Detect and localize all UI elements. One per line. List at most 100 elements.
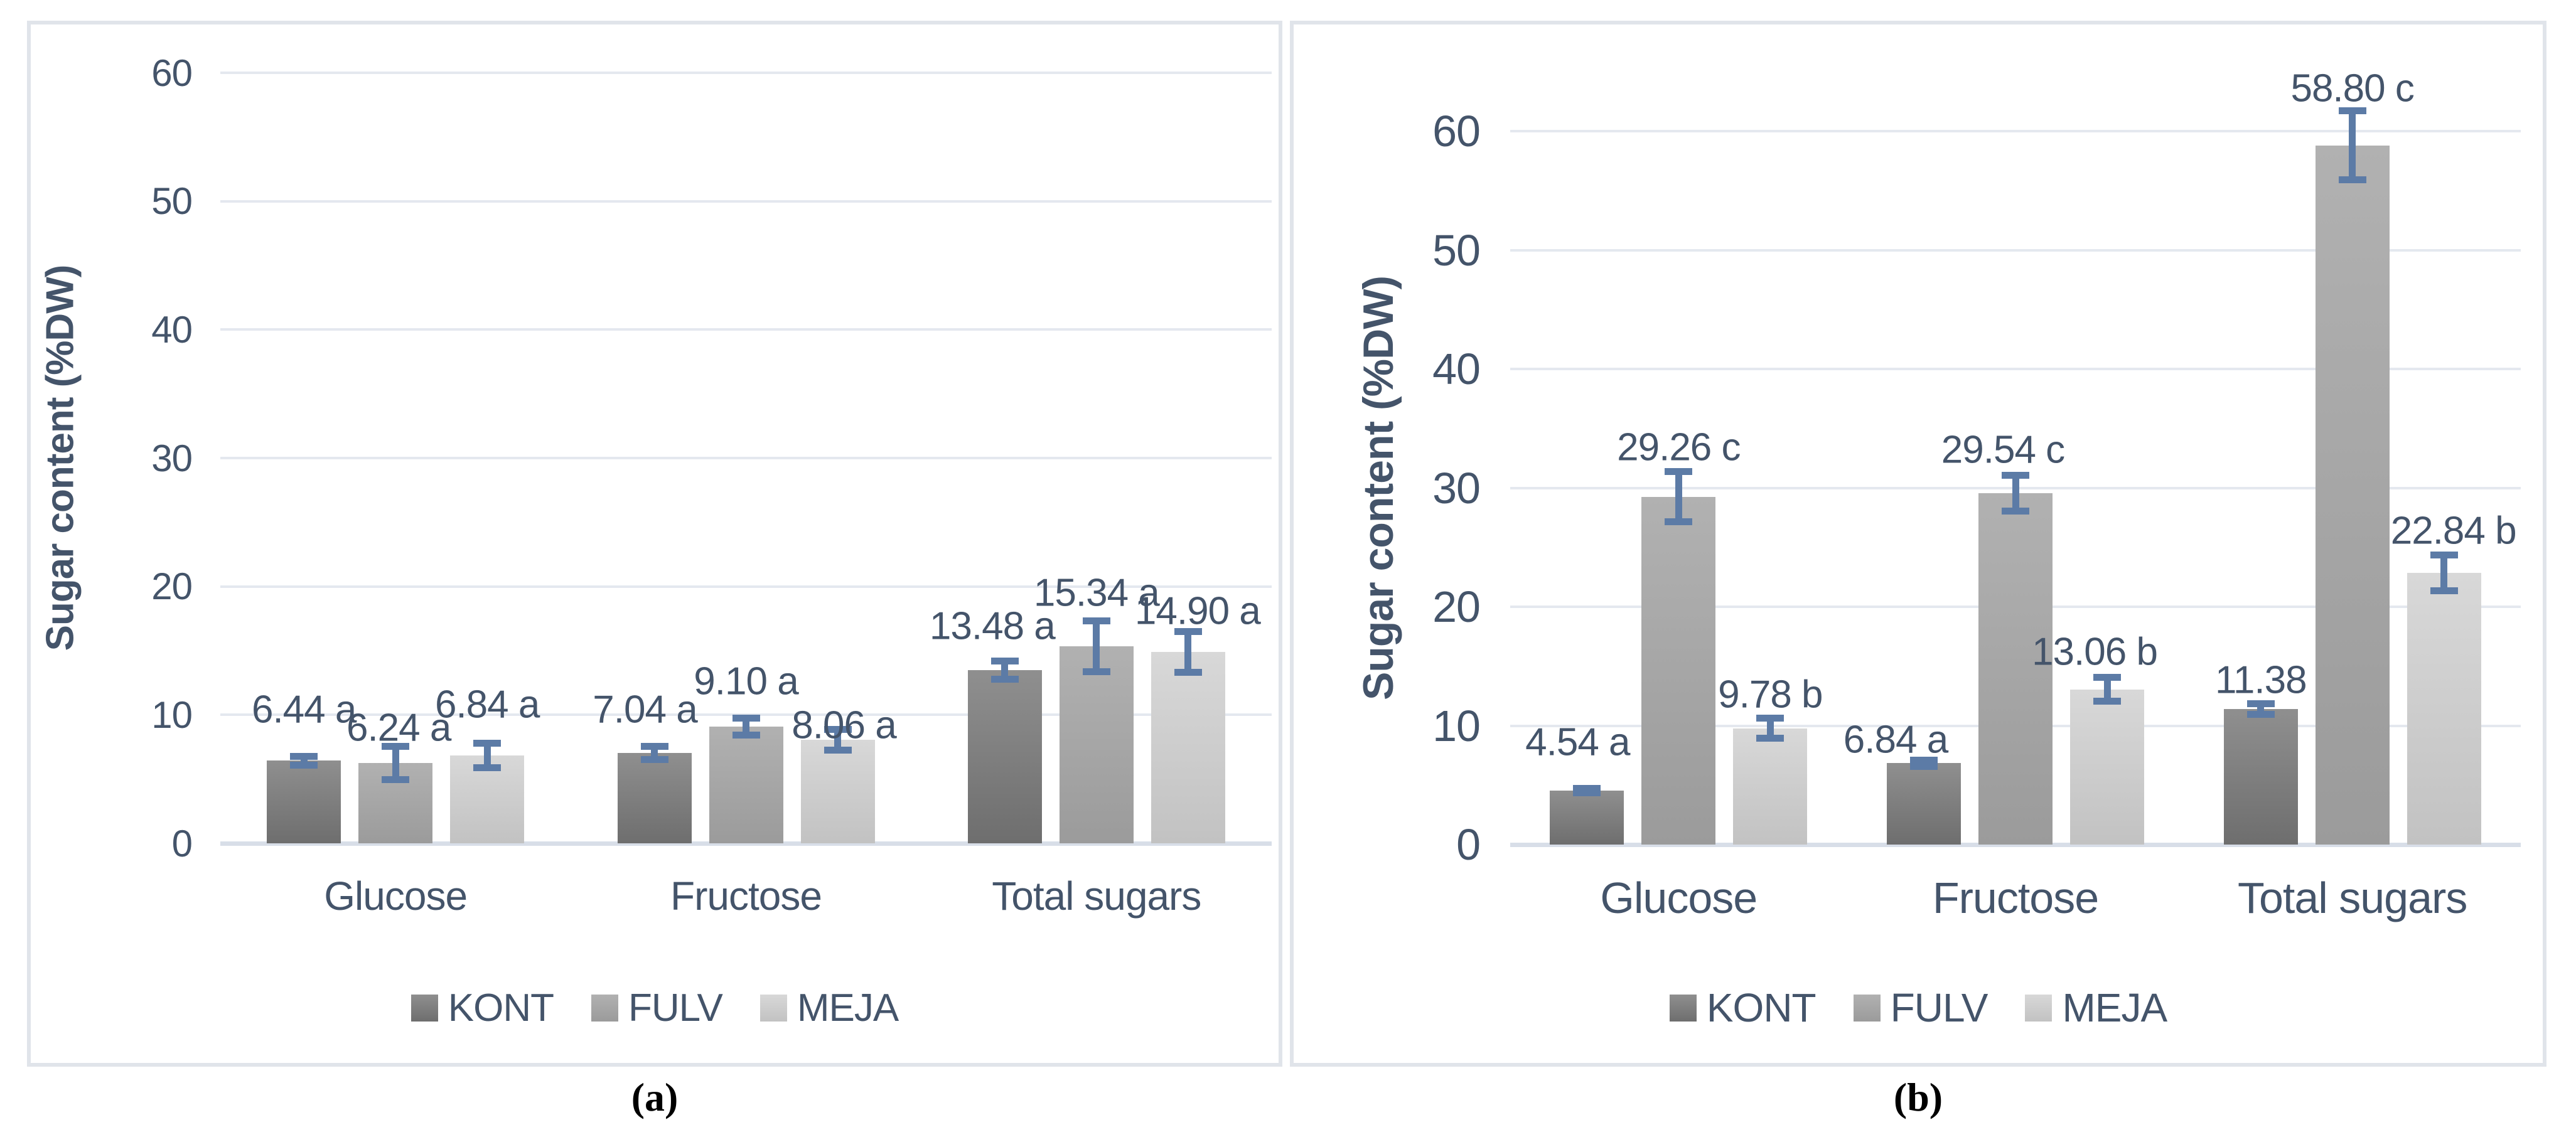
- x-category-total-sugars: Total sugars: [2237, 873, 2467, 922]
- bar-fulv-fructose: [1978, 493, 2053, 845]
- bar-kont-fructose: [1887, 763, 1961, 845]
- data-label: 6.24 a: [346, 706, 451, 750]
- error-bar-cap-bottom: [382, 776, 410, 784]
- chart-panel-a: Sugar content (%DW) 0 10 20 30 40 50 60 Glucose 6…: [27, 21, 1282, 1067]
- bar-fulv-fructose: [709, 726, 783, 843]
- gridline-60: [220, 72, 1272, 74]
- gridline-30: [220, 457, 1272, 459]
- error-bar-line: [300, 756, 308, 766]
- x-axis-line: [1510, 843, 2521, 847]
- error-bar-cap-bottom: [1665, 518, 1693, 525]
- data-label: 58.80 c: [2290, 67, 2414, 110]
- data-label: 29.26 c: [1617, 425, 1741, 469]
- error-bar-cap-bottom: [824, 746, 852, 754]
- error-bar-line: [1675, 471, 1682, 522]
- error-bar-cap-bottom: [2093, 697, 2121, 705]
- error-bar-cap-top: [2093, 674, 2121, 681]
- legend-swatch-meja: [2025, 994, 2053, 1022]
- error-bar-cap-top: [1665, 468, 1693, 476]
- error-bar-cap-bottom: [1756, 735, 1784, 742]
- bar-kont-glucose: [1550, 790, 1624, 845]
- legend-item-fulv: FULV: [1853, 984, 1988, 1031]
- error-bar-cap-top: [1910, 757, 1938, 764]
- error-bar-cap-bottom: [2338, 176, 2366, 184]
- error-bar-line: [2012, 475, 2019, 511]
- error-bar-line: [392, 746, 399, 780]
- error-bar-line: [2349, 110, 2356, 180]
- data-label: 22.84 b: [2390, 509, 2517, 553]
- legend-label-kont: KONT: [1706, 985, 1817, 1030]
- data-label: 6.44 a: [251, 688, 357, 732]
- gridline-40: [1510, 368, 2521, 370]
- bar-meja-glucose: [1733, 728, 1808, 845]
- error-bar-cap-top: [1174, 627, 1202, 635]
- y-tick-40: 40: [151, 308, 193, 351]
- legend: KONT FULV MEJA: [1294, 984, 2543, 1031]
- caption-b: (b): [1893, 1075, 1943, 1119]
- data-label: 9.10 a: [694, 659, 798, 703]
- legend-swatch-kont: [1669, 994, 1697, 1022]
- error-bar-line: [2440, 555, 2448, 591]
- legend-item-fulv: FULV: [591, 986, 723, 1030]
- bar-fulv-total-sugars: [1059, 646, 1134, 843]
- y-tick-40: 40: [1432, 344, 1481, 393]
- data-label: 13.48 a: [929, 604, 1056, 648]
- error-bar-line: [2103, 677, 2111, 702]
- error-bar-cap-top: [2002, 472, 2029, 479]
- legend-item-kont: KONT: [411, 986, 554, 1030]
- data-label: 6.84 a: [434, 683, 540, 727]
- data-label: 29.54 c: [1941, 428, 2065, 472]
- error-bar-line: [651, 746, 658, 760]
- caption-a: (a): [631, 1075, 679, 1119]
- legend-swatch-kont: [411, 994, 438, 1022]
- y-tick-30: 30: [1432, 463, 1481, 513]
- error-bar-cap-bottom: [2246, 711, 2275, 718]
- bar-kont-fructose: [617, 752, 692, 843]
- y-tick-60: 60: [1432, 107, 1481, 156]
- legend-item-meja: MEJA: [2025, 984, 2167, 1031]
- error-bar-cap-top: [1573, 784, 1601, 792]
- y-tick-30: 30: [151, 437, 193, 479]
- error-bar-line: [1093, 621, 1100, 672]
- error-bar-line: [2257, 703, 2265, 715]
- y-tick-50: 50: [1432, 225, 1481, 275]
- error-bar-cap-bottom: [1573, 789, 1601, 797]
- error-bar-line: [1184, 631, 1192, 673]
- legend-swatch-fulv: [591, 994, 618, 1022]
- error-bar-cap-bottom: [473, 764, 502, 771]
- error-bar-cap-top: [990, 658, 1019, 665]
- error-bar-cap-top: [473, 740, 502, 747]
- error-bar-cap-bottom: [1910, 762, 1938, 770]
- gridline-20: [220, 585, 1272, 588]
- data-label: 14.90 a: [1134, 589, 1261, 633]
- legend-swatch-meja: [759, 994, 787, 1022]
- error-bar-cap-bottom: [2430, 587, 2458, 595]
- gridline-40: [220, 328, 1272, 331]
- error-bar-line: [483, 743, 491, 768]
- error-bar-cap-top: [2246, 700, 2275, 708]
- error-bar-cap-top: [2338, 107, 2366, 115]
- legend-item-meja: MEJA: [759, 986, 899, 1030]
- y-tick-60: 60: [151, 51, 193, 94]
- legend-label-kont: KONT: [448, 986, 554, 1030]
- bar-kont-glucose: [267, 760, 341, 843]
- legend: KONT FULV MEJA: [31, 986, 1279, 1030]
- error-bar-cap-top: [732, 714, 760, 722]
- bar-fulv-glucose: [1641, 496, 1716, 845]
- error-bar-cap-top: [640, 743, 668, 750]
- y-tick-0: 0: [171, 822, 193, 865]
- bar-fulv-total-sugars: [2315, 145, 2390, 845]
- data-label: 15.34 a: [1033, 571, 1160, 615]
- data-label: 8.06 a: [792, 703, 896, 747]
- data-label: 13.06 b: [2032, 630, 2158, 674]
- error-bar-line: [834, 729, 841, 750]
- error-bar-cap-bottom: [1174, 669, 1202, 676]
- y-tick-20: 20: [1432, 582, 1481, 631]
- x-category-glucose: Glucose: [324, 873, 468, 919]
- error-bar-line: [743, 718, 749, 735]
- gridline-50: [220, 200, 1272, 203]
- legend-label-fulv: FULV: [628, 986, 723, 1030]
- gridline-50: [1510, 248, 2521, 252]
- bar-kont-total-sugars: [967, 670, 1042, 843]
